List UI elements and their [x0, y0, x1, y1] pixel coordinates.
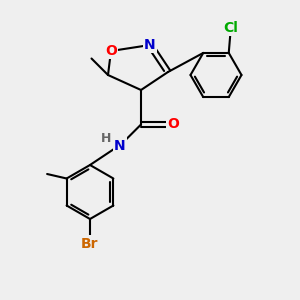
Text: Br: Br — [81, 237, 99, 250]
Text: N: N — [144, 38, 156, 52]
Text: H: H — [101, 132, 111, 145]
Text: Cl: Cl — [223, 21, 238, 35]
Text: N: N — [114, 139, 126, 152]
Text: O: O — [105, 44, 117, 58]
Text: O: O — [167, 118, 179, 131]
